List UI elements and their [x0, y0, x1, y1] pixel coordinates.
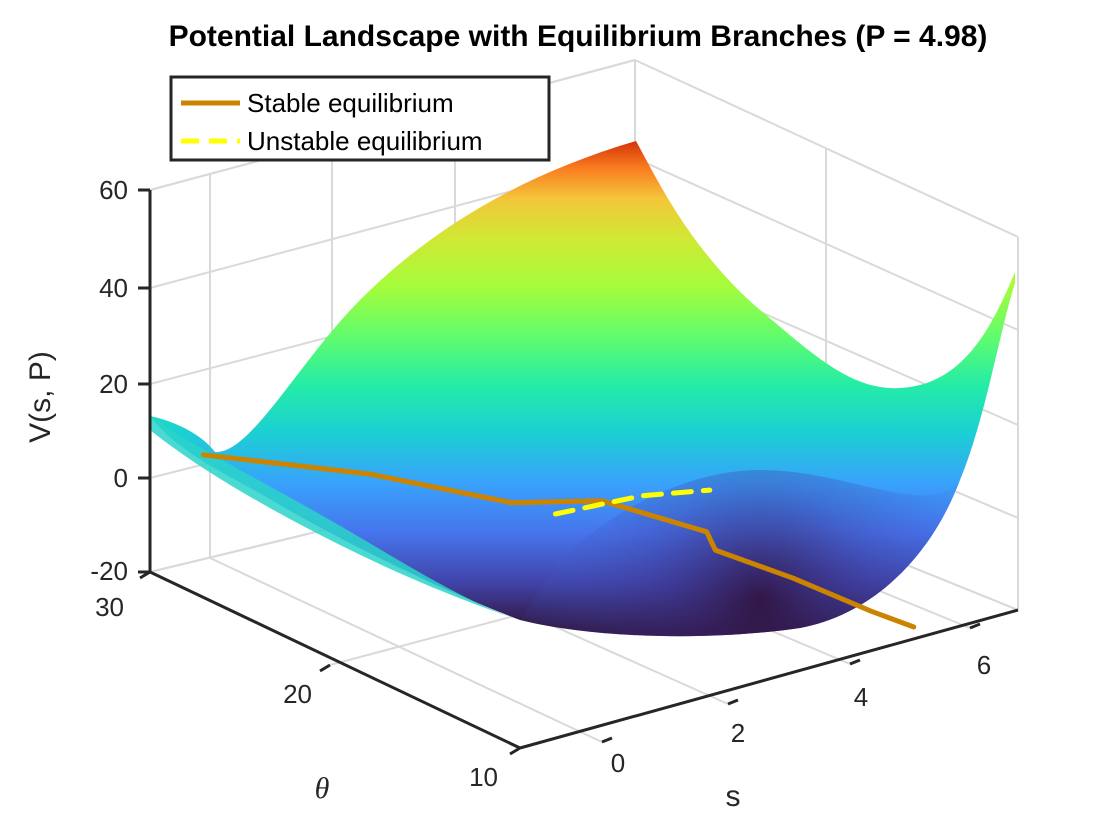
- s-tick: [727, 698, 739, 706]
- theta-tick: [139, 570, 151, 580]
- s-tick-label: 0: [611, 748, 625, 778]
- theta-tick-label: 30: [95, 592, 124, 622]
- theta-axis-label: θ: [315, 772, 330, 805]
- s-axis-line: [519, 608, 1019, 750]
- legend: Stable equilibrium Unstable equilibrium: [169, 75, 551, 162]
- z-axis-label: V(s, P): [24, 351, 57, 443]
- z-tick-label: 60: [99, 175, 128, 205]
- z-tick-label: -20: [90, 556, 128, 586]
- chart-title: Potential Landscape with Equilibrium Bra…: [169, 20, 988, 53]
- potential-surface: [150, 141, 1015, 637]
- theta-axis-line: [149, 570, 521, 750]
- legend-unstable-label: Unstable equilibrium: [247, 126, 483, 156]
- z-tick-label: 20: [99, 369, 128, 399]
- floor-grid: [209, 557, 603, 743]
- equilibrium-curves: [200, 452, 917, 630]
- s-tick: [849, 658, 861, 666]
- unstable-equilibrium-line: [552, 487, 713, 517]
- s-tick: [601, 736, 613, 744]
- tick-marks: [138, 188, 981, 756]
- theta-tick: [319, 663, 331, 673]
- s-tick-label: 2: [731, 718, 745, 748]
- legend-box: [169, 75, 551, 162]
- theta-tick-label: 20: [283, 679, 312, 709]
- theta-tick-label: 10: [469, 762, 498, 792]
- axes: [148, 190, 1019, 750]
- s-axis-label: s: [726, 780, 741, 813]
- stable-equilibrium-line: [200, 452, 917, 630]
- s-tick-label: 6: [977, 650, 991, 680]
- z-tick-label: 0: [114, 463, 128, 493]
- legend-stable-label: Stable equilibrium: [247, 88, 454, 118]
- s-tick: [969, 622, 981, 630]
- z-tick-label: 40: [99, 273, 128, 303]
- tick-labels: 60 40 20 0 -20 30 20 10 0 2 4 6: [90, 175, 991, 792]
- theta-tick: [509, 746, 521, 756]
- s-tick-label: 4: [854, 682, 868, 712]
